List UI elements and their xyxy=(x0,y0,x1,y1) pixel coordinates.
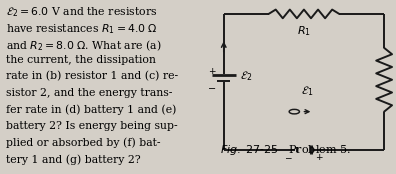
Text: rate in (b) resistor 1 and (c) re-: rate in (b) resistor 1 and (c) re- xyxy=(6,71,178,82)
Text: plied or absorbed by (f) bat-: plied or absorbed by (f) bat- xyxy=(6,137,160,148)
Text: $\mathcal{E}_2 = 6.0$ V and the resistors: $\mathcal{E}_2 = 6.0$ V and the resistor… xyxy=(6,5,157,19)
Text: and $R_2 = 8.0\;\Omega$. What are (a): and $R_2 = 8.0\;\Omega$. What are (a) xyxy=(6,38,162,53)
Text: $\it{Fig.}$ $\it{27}$-$\it{25}$   Problem 5.: $\it{Fig.}$ $\it{27}$-$\it{25}$ Problem … xyxy=(220,143,351,157)
Text: sistor 2, and the energy trans-: sistor 2, and the energy trans- xyxy=(6,88,172,98)
Text: $+$: $+$ xyxy=(208,66,216,76)
Text: $R_1$: $R_1$ xyxy=(297,24,311,38)
Text: $-$: $-$ xyxy=(284,152,292,161)
Text: $\mathcal{E}_1$: $\mathcal{E}_1$ xyxy=(301,84,313,98)
Text: have resistances $R_1 = 4.0\;\Omega$: have resistances $R_1 = 4.0\;\Omega$ xyxy=(6,22,157,35)
Text: $\mathcal{E}_2$: $\mathcal{E}_2$ xyxy=(240,69,253,83)
Text: $+$: $+$ xyxy=(316,152,324,162)
Text: battery 2? Is energy being sup-: battery 2? Is energy being sup- xyxy=(6,121,177,131)
Text: the current, the dissipation: the current, the dissipation xyxy=(6,55,156,65)
Text: tery 1 and (g) battery 2?: tery 1 and (g) battery 2? xyxy=(6,154,141,165)
Text: fer rate in (d) battery 1 and (e): fer rate in (d) battery 1 and (e) xyxy=(6,104,176,115)
Text: $-$: $-$ xyxy=(207,82,217,92)
